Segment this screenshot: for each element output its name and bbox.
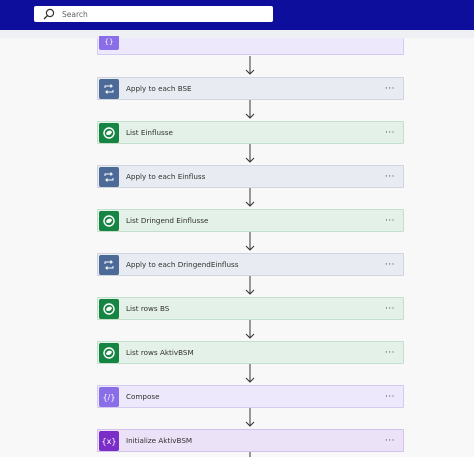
- more-options-icon[interactable]: ···: [384, 172, 396, 182]
- connector-arrow: [245, 276, 255, 295]
- dataverse-icon: [99, 342, 119, 363]
- step-label: Apply to each DringendEinfluss: [126, 260, 239, 269]
- svg-text:{}: {}: [105, 38, 114, 46]
- connector-arrow: [245, 232, 255, 251]
- step-card-apply-to-each-dringendeinfluss[interactable]: Apply to each DringendEinfluss ···: [97, 253, 404, 276]
- more-options-icon[interactable]: ···: [384, 128, 396, 138]
- connector-line: [249, 452, 251, 457]
- more-options-icon[interactable]: ···: [384, 84, 396, 94]
- svg-text:{/}: {/}: [103, 393, 116, 402]
- step-label: Apply to each BSE: [126, 84, 192, 93]
- connector-arrow: [245, 408, 255, 427]
- loop-icon: [99, 78, 119, 99]
- more-options-icon[interactable]: ···: [384, 304, 396, 314]
- step-card-apply-to-each-bse[interactable]: Apply to each BSE ···: [97, 77, 404, 100]
- connector-arrow: [245, 364, 255, 383]
- more-options-icon[interactable]: ···: [384, 392, 396, 402]
- search-input[interactable]: Search: [62, 9, 88, 19]
- step-card-list-dringend-einflusse[interactable]: List Dringend Einflusse ···: [97, 209, 404, 232]
- step-card-compose-partial[interactable]: {}: [97, 36, 404, 55]
- more-options-icon[interactable]: ···: [384, 348, 396, 358]
- step-card-list-rows-bs[interactable]: List rows BS ···: [97, 297, 404, 320]
- step-card-compose[interactable]: {/} Compose ···: [97, 385, 404, 408]
- step-card-apply-to-each-einfluss[interactable]: Apply to each Einfluss ···: [97, 165, 404, 188]
- connector-arrow: [245, 188, 255, 207]
- connector-arrow: [245, 144, 255, 163]
- dataverse-icon: [99, 210, 119, 231]
- connector-arrow: [245, 320, 255, 339]
- connector-arrow: [245, 56, 255, 75]
- dataverse-icon: [99, 122, 119, 143]
- svg-text:{x}: {x}: [102, 437, 117, 446]
- more-options-icon[interactable]: ···: [384, 216, 396, 226]
- variable-icon: {x}: [99, 430, 119, 451]
- step-card-list-rows-aktivbsm[interactable]: List rows AktivBSM ···: [97, 341, 404, 364]
- top-bar: Search: [0, 0, 474, 30]
- more-options-icon[interactable]: ···: [384, 260, 396, 270]
- toolbar-strip: [0, 30, 474, 38]
- connector-arrow: [245, 100, 255, 119]
- loop-icon: [99, 166, 119, 187]
- step-label: List Dringend Einflusse: [126, 216, 209, 225]
- compose-icon: {}: [99, 36, 119, 50]
- dataverse-icon: [99, 298, 119, 319]
- search-box[interactable]: Search: [34, 6, 273, 22]
- step-label: Apply to each Einfluss: [126, 172, 206, 181]
- step-label: List Einflusse: [126, 128, 173, 137]
- step-label: Compose: [126, 392, 160, 401]
- step-card-initialize-aktivbsm[interactable]: {x} Initialize AktivBSM ···: [97, 429, 404, 452]
- compose-icon: {/}: [99, 386, 119, 407]
- step-card-list-einflusse[interactable]: List Einflusse ···: [97, 121, 404, 144]
- more-options-icon[interactable]: ···: [384, 436, 396, 446]
- step-label: Initialize AktivBSM: [126, 436, 193, 445]
- search-icon: [43, 8, 55, 20]
- step-label: List rows BS: [126, 304, 170, 313]
- loop-icon: [99, 254, 119, 275]
- step-label: List rows AktivBSM: [126, 348, 194, 357]
